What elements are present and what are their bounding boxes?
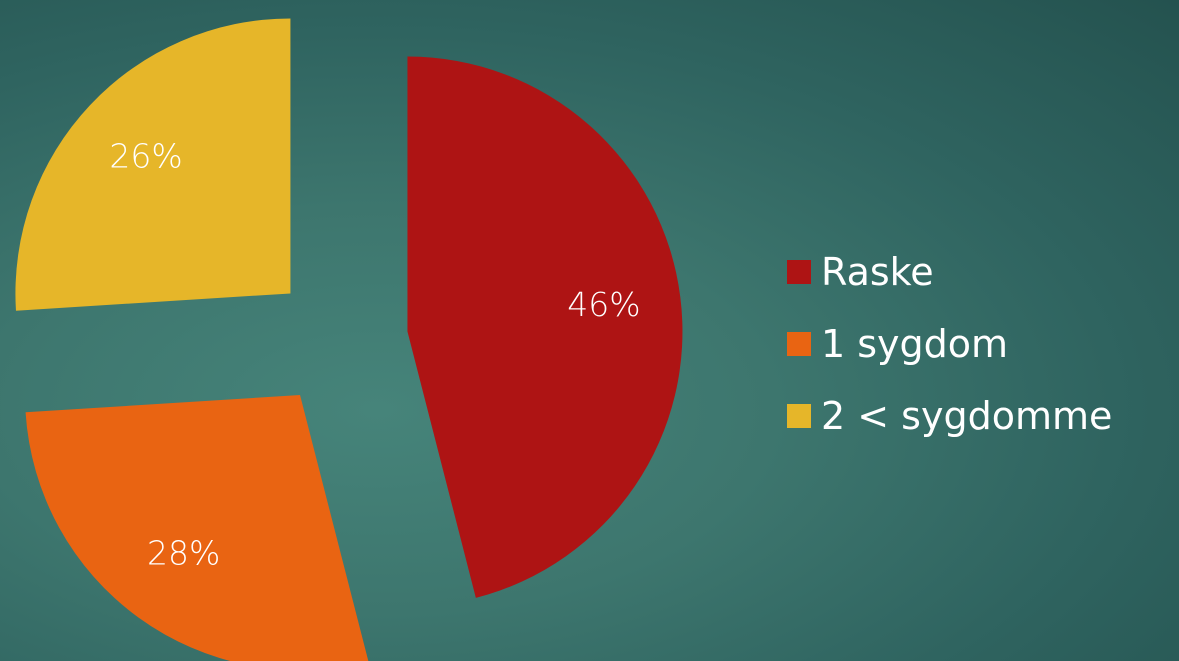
- legend-swatch-raske: [787, 260, 811, 284]
- slice-label-raske: 46%: [567, 285, 640, 324]
- legend-swatch-2-sygdomme: [787, 404, 811, 428]
- pie-slice-2-sygdomme: [15, 18, 291, 311]
- slice-label-1-sygdom: 28%: [147, 534, 220, 573]
- slice-label-2-sygdomme: 26%: [109, 136, 182, 175]
- legend-label-2-sygdomme: 2 < sygdomme: [821, 394, 1113, 438]
- pie-slice-raske: [407, 56, 683, 598]
- legend-swatch-1-sygdom: [787, 332, 811, 356]
- legend-label-1-sygdom: 1 sygdom: [821, 322, 1009, 366]
- legend-item-2-sygdomme: 2 < sygdomme: [787, 380, 1177, 452]
- chart-legend: Raske 1 sygdom 2 < sygdomme: [787, 236, 1177, 452]
- pie-slice-1-sygdom: [25, 395, 369, 661]
- legend-item-raske: Raske: [787, 236, 1177, 308]
- legend-label-raske: Raske: [821, 250, 934, 294]
- pie-slices: [15, 18, 683, 661]
- pie-labels: 46% 28% 26%: [109, 136, 640, 572]
- legend-item-1-sygdom: 1 sygdom: [787, 308, 1177, 380]
